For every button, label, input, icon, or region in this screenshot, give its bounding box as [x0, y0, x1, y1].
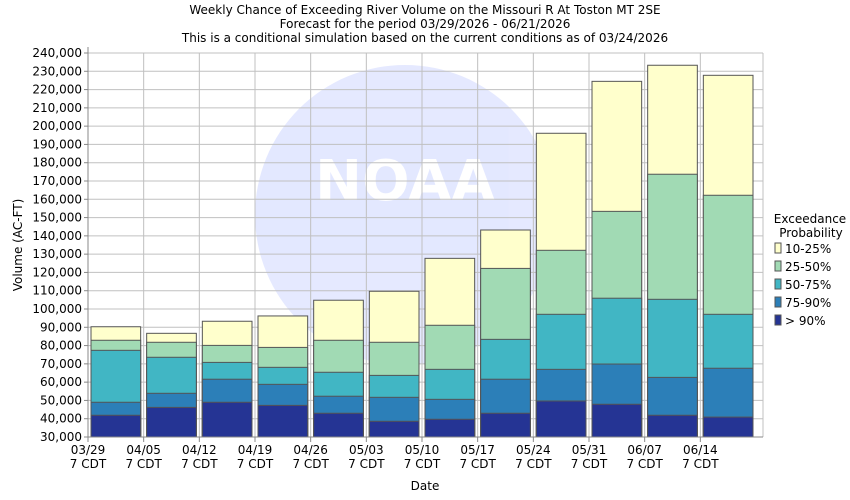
x-tick-sublabel: 7 CDT: [571, 457, 608, 471]
x-tick-label: 06/07: [627, 443, 662, 457]
legend-label: 10-25%: [785, 242, 831, 256]
legend-swatch: [774, 296, 782, 308]
legend-label: 75-90%: [785, 296, 831, 310]
x-tick-label: 05/10: [405, 443, 440, 457]
bar-segment-90-05-31: [591, 403, 643, 438]
bar-segment-90-05-24: [535, 400, 587, 438]
x-tick-sublabel: 7 CDT: [404, 457, 441, 471]
bar-segment-90-04-12: [201, 401, 253, 438]
y-tick-label: 200,000: [32, 119, 82, 133]
x-tick-sublabel: 7 CDT: [70, 457, 107, 471]
x-tick-label: 05/24: [516, 443, 551, 457]
y-tick-label: 140,000: [32, 229, 82, 243]
y-tick-label: 70,000: [40, 357, 82, 371]
x-tick-sublabel: 7 CDT: [237, 457, 274, 471]
x-tick-sublabel: 7 CDT: [626, 457, 663, 471]
y-tick-label: 230,000: [32, 64, 82, 78]
y-tick-label: 60,000: [40, 375, 82, 389]
bar-segment-90-03-29: [90, 414, 142, 438]
x-tick-sublabel: 7 CDT: [348, 457, 385, 471]
y-tick-label: 30,000: [40, 430, 82, 444]
y-tick-label: 190,000: [32, 137, 82, 151]
bar-segment-90-05-10: [424, 418, 476, 438]
bar-segment-90-06-07: [647, 414, 698, 438]
x-tick-label: 05/17: [460, 443, 495, 457]
legend-swatch: [774, 260, 782, 272]
watermark-circle: [255, 65, 555, 365]
legend-label: 50-75%: [785, 278, 831, 292]
bar-segment-90-04-19: [257, 404, 309, 438]
y-tick-label: 130,000: [32, 247, 82, 261]
chart-title: Weekly Chance of Exceeding River Volume …: [189, 3, 660, 17]
x-tick-label: 04/26: [293, 443, 328, 457]
y-tick-label: 100,000: [32, 302, 82, 316]
y-tick-label: 120,000: [32, 265, 82, 279]
legend-title-1: Exceedance: [774, 212, 846, 226]
legend-swatch: [774, 242, 782, 254]
y-tick-label: 160,000: [32, 192, 82, 206]
x-tick-label: 04/05: [126, 443, 161, 457]
y-axis-label: Volume (AC-FT): [11, 199, 25, 292]
bar-segment-90-05-03: [368, 420, 420, 438]
chart-subtitle-2: This is a conditional simulation based o…: [181, 31, 668, 45]
y-tick-label: 40,000: [40, 412, 82, 426]
legend-label: 25-50%: [785, 260, 831, 274]
x-tick-sublabel: 7 CDT: [125, 457, 162, 471]
x-tick-sublabel: 7 CDT: [459, 457, 496, 471]
x-tick-label: 03/29: [71, 443, 106, 457]
bar-segment-90-04-26: [313, 412, 364, 438]
legend-title-2: Probability: [779, 226, 842, 240]
y-tick-label: 80,000: [40, 339, 82, 353]
x-axis-label: Date: [411, 479, 440, 493]
x-tick-label: 04/19: [238, 443, 273, 457]
bar-segment-90-06-14: [702, 416, 754, 438]
y-tick-label: 50,000: [40, 393, 82, 407]
y-tick-label: 170,000: [32, 174, 82, 188]
x-tick-label: 05/03: [349, 443, 384, 457]
legend-swatch: [774, 278, 782, 290]
y-tick-label: 220,000: [32, 83, 82, 97]
legend-label: > 90%: [785, 314, 826, 328]
y-tick-label: 240,000: [32, 46, 82, 60]
y-tick-label: 90,000: [40, 320, 82, 334]
y-tick-label: 180,000: [32, 156, 82, 170]
x-tick-label: 06/14: [683, 443, 718, 457]
x-tick-sublabel: 7 CDT: [181, 457, 218, 471]
y-tick-label: 110,000: [32, 284, 82, 298]
x-tick-label: 04/12: [182, 443, 217, 457]
x-tick-sublabel: 7 CDT: [682, 457, 719, 471]
legend-swatch: [774, 314, 782, 326]
x-tick-sublabel: 7 CDT: [292, 457, 329, 471]
y-tick-label: 210,000: [32, 101, 82, 115]
y-tick-label: 150,000: [32, 211, 82, 225]
legend: Exceedance Probability 10-25% 25-50% 50-75…: [774, 212, 846, 328]
x-tick-label: 05/31: [572, 443, 607, 457]
x-tick-sublabel: 7 CDT: [515, 457, 552, 471]
bar-segment-90-05-17: [480, 412, 531, 438]
bar-segment-90-04-05: [146, 406, 197, 438]
chart-subtitle: Forecast for the period 03/29/2026 - 06/…: [280, 17, 571, 31]
